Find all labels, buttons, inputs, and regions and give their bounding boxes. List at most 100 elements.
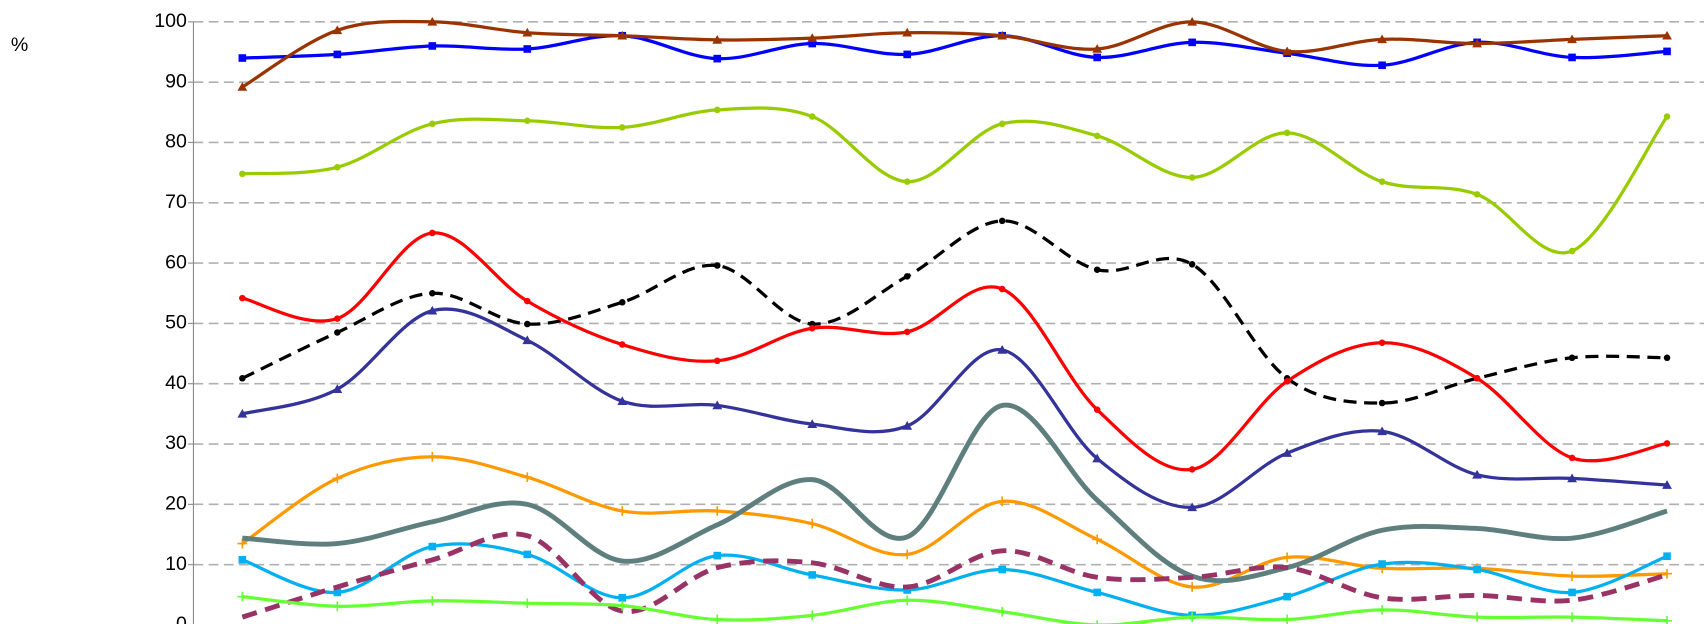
marker	[712, 506, 723, 516]
marker	[902, 421, 913, 430]
marker	[524, 117, 531, 125]
marker	[1283, 129, 1291, 137]
marker	[903, 586, 912, 594]
series-line	[241, 219, 1668, 405]
marker	[1568, 53, 1576, 62]
marker	[239, 375, 246, 382]
marker	[1188, 466, 1196, 473]
series-line	[242, 595, 1668, 624]
marker	[1283, 378, 1291, 385]
marker	[427, 451, 438, 462]
marker	[712, 35, 723, 44]
y-tick-label: 40	[165, 372, 187, 394]
marker	[1187, 16, 1198, 26]
marker	[1187, 582, 1198, 592]
marker	[1378, 178, 1386, 185]
marker	[428, 542, 437, 551]
marker	[429, 229, 436, 237]
marker	[1093, 588, 1101, 597]
marker	[1663, 552, 1671, 561]
marker	[1663, 113, 1671, 120]
marker	[1472, 38, 1482, 48]
marker	[522, 472, 533, 483]
marker	[1096, 620, 1098, 624]
marker	[1092, 44, 1103, 53]
marker	[807, 419, 818, 428]
series-line	[241, 455, 1668, 589]
marker	[1568, 454, 1576, 462]
marker	[1188, 174, 1196, 181]
marker	[713, 106, 721, 114]
marker	[713, 262, 721, 269]
y-tick-label: 30	[165, 432, 187, 454]
marker	[238, 556, 247, 564]
marker	[1282, 614, 1293, 624]
marker	[1378, 339, 1386, 346]
series-line	[242, 106, 1669, 255]
marker	[1092, 534, 1103, 545]
marker	[524, 297, 531, 305]
y-tick-label: 50	[165, 312, 187, 334]
marker	[902, 595, 913, 606]
marker	[1378, 399, 1386, 407]
marker	[1187, 502, 1198, 512]
marker	[998, 217, 1006, 225]
marker	[522, 335, 533, 345]
marker	[333, 588, 342, 597]
marker	[334, 315, 341, 322]
marker	[523, 550, 532, 559]
marker	[239, 294, 246, 302]
marker	[334, 329, 341, 336]
marker	[427, 305, 438, 315]
marker	[1472, 612, 1482, 623]
marker	[1567, 473, 1577, 483]
marker	[1283, 592, 1291, 601]
y-tick-label: 70	[165, 191, 187, 213]
series-line	[241, 307, 1668, 509]
marker	[332, 25, 343, 35]
marker	[997, 345, 1008, 354]
marker	[617, 396, 628, 406]
marker	[1662, 30, 1672, 40]
marker	[619, 341, 626, 348]
marker	[332, 384, 343, 393]
marker	[1188, 38, 1196, 47]
marker	[238, 54, 247, 62]
marker	[1567, 571, 1577, 582]
marker	[997, 496, 1008, 507]
marker	[619, 124, 626, 131]
marker	[713, 54, 722, 63]
marker	[1663, 354, 1671, 362]
marker	[808, 571, 817, 579]
marker	[1187, 612, 1198, 623]
marker	[618, 594, 627, 602]
marker	[427, 595, 438, 606]
marker	[807, 610, 818, 621]
marker	[1568, 354, 1576, 362]
marker	[1662, 568, 1672, 579]
marker	[237, 408, 248, 418]
marker	[1282, 46, 1293, 56]
marker	[903, 178, 911, 185]
marker	[429, 289, 436, 297]
marker	[1567, 34, 1577, 44]
marker	[332, 601, 343, 612]
marker	[1473, 565, 1481, 574]
marker	[1663, 440, 1671, 447]
marker	[524, 320, 531, 328]
marker	[1282, 552, 1293, 563]
marker	[1378, 560, 1386, 568]
marker	[1662, 615, 1672, 624]
y-tick-label: 0	[176, 613, 187, 624]
marker	[617, 506, 628, 516]
marker	[617, 30, 628, 40]
marker	[713, 357, 721, 365]
marker	[903, 328, 911, 336]
y-axis-label: %	[11, 34, 28, 56]
marker	[1282, 448, 1293, 457]
marker	[712, 400, 723, 410]
y-tick-label: 60	[165, 251, 187, 273]
marker	[1473, 191, 1481, 198]
marker	[239, 170, 246, 178]
marker	[1092, 453, 1103, 463]
